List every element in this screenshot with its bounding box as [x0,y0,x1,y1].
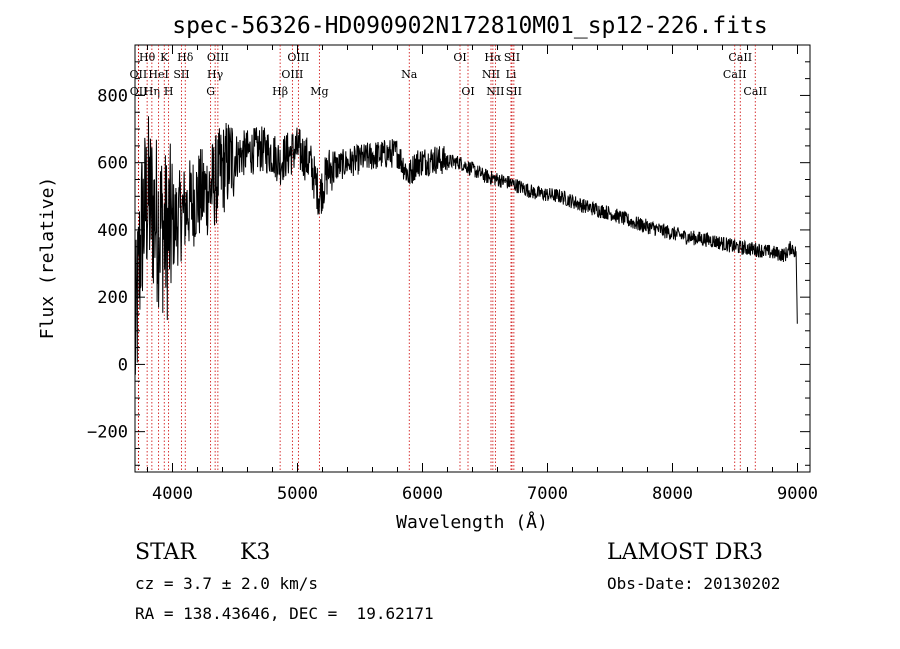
line-marker-label: Mg [310,85,328,98]
line-marker-label: HeI [148,68,168,81]
subclass-label: K3 [240,540,271,565]
x-tick-label: 9000 [777,484,818,504]
y-axis-label: Flux (relative) [37,177,58,340]
chart-title: spec-56326-HD090902N172810M01_sp12-226.f… [172,13,767,39]
x-tick-label: 4000 [152,484,193,504]
line-marker-label: OII [130,85,148,98]
coordinates-text: RA = 138.43646, DEC = 19.62171 [135,604,434,623]
x-tick-label: 6000 [402,484,443,504]
line-marker-label: Li [506,68,517,81]
line-marker-label: OIII [207,51,229,64]
y-tick-label: 800 [97,86,128,106]
class-label: STAR [135,540,196,565]
line-marker-label: Hη [144,85,160,98]
y-tick-label: 0 [118,355,128,375]
line-marker-label: SII [173,68,189,81]
line-marker-label: OIII [281,68,303,81]
line-marker-label: G [206,85,215,98]
y-tick-label: 600 [97,154,128,174]
line-marker-label: CaII [743,85,767,98]
line-marker-label: NII [486,85,504,98]
line-marker-label: K [160,51,169,64]
x-axis-label: Wavelength (Å) [396,511,548,533]
y-tick-label: 200 [97,288,128,308]
x-tick-label: 5000 [277,484,318,504]
line-marker-label: OI [461,85,474,98]
redshift-text: cz = 3.7 ± 2.0 km/s [135,574,319,593]
line-marker-label: OI [453,51,466,64]
line-marker-label: OIII [287,51,309,64]
line-marker-label: Hγ [207,68,224,81]
line-marker-label: Hδ [177,51,194,64]
survey-label: LAMOST DR3 [607,540,763,565]
line-marker-label: SII [504,51,520,64]
x-tick-label: 8000 [652,484,693,504]
line-marker-label: Hβ [272,85,288,98]
line-marker-label: Hα [484,51,502,64]
line-marker-label: Na [401,68,418,81]
spectrum-line [134,116,798,375]
line-marker-label: CaII [723,68,747,81]
line-marker-label: NII [482,68,500,81]
line-marker-label: Hθ [139,51,156,64]
y-tick-label: 400 [97,221,128,241]
plot-frame [134,44,811,473]
axis-ticks: 4000 5000 6000 7000 8000 9000 −200 0 200 400 600 80… [87,44,818,504]
obs-date-text: Obs-Date: 20130202 [607,574,781,593]
x-tick-label: 7000 [527,484,568,504]
y-tick-label: −200 [87,423,128,443]
line-marker-label: H [164,85,174,98]
line-marker-label: CaII [728,51,752,64]
line-marker-label: SII [506,85,522,98]
